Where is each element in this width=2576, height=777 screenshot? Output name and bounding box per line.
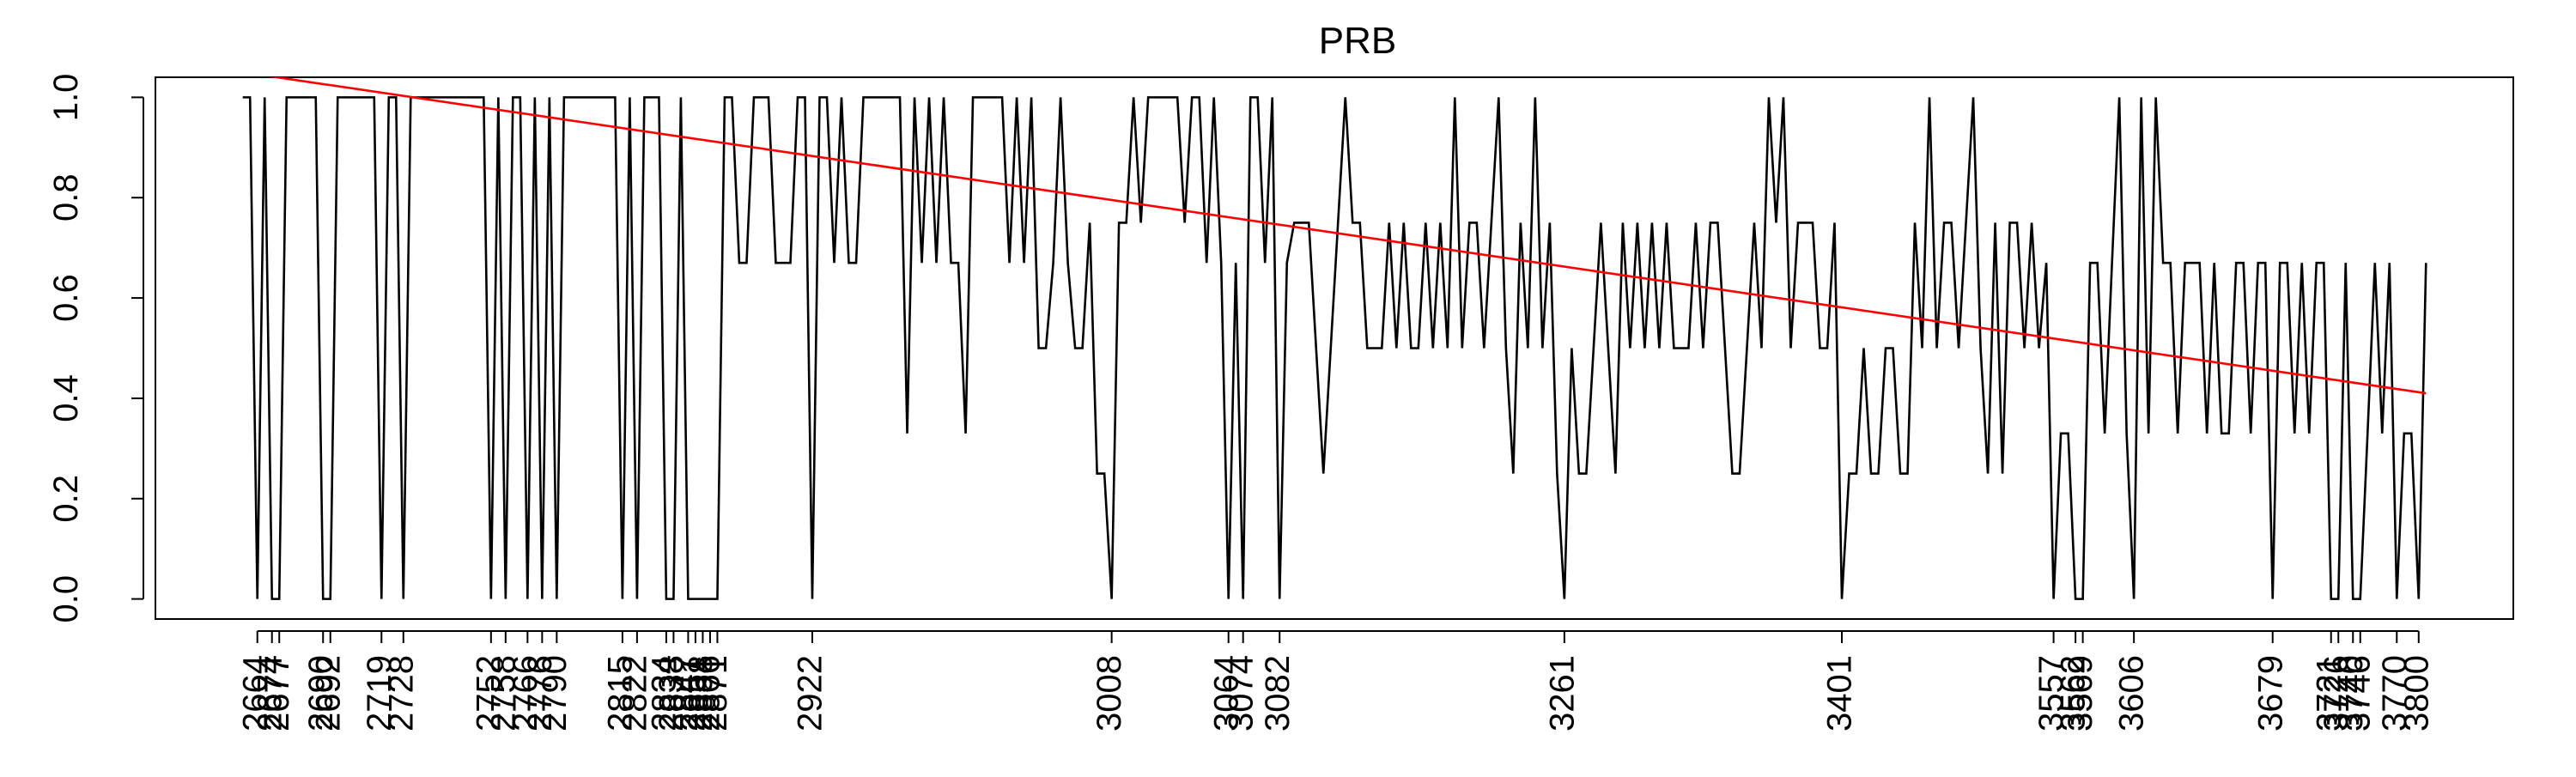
x-tick-label: 2851 xyxy=(674,655,712,731)
data-line xyxy=(269,77,2427,395)
y-tick-label: 1.0 xyxy=(47,74,85,122)
chart-title: PRB xyxy=(1319,20,1396,62)
x-tick-label: 2677 xyxy=(258,655,296,731)
x-tick-label: 3008 xyxy=(1091,655,1128,731)
x-tick-label: 3740 xyxy=(2332,655,2370,731)
x-tick-label: 3726 xyxy=(2318,655,2355,731)
x-tick-label: 3557 xyxy=(2032,655,2070,731)
y-tick-label: 0.8 xyxy=(47,173,85,222)
x-tick-label: 2834 xyxy=(645,655,683,731)
x-tick-label: 2815 xyxy=(601,655,639,731)
x-tick-label: 3606 xyxy=(2113,655,2151,731)
x-tick-label: 3770 xyxy=(2376,655,2414,731)
x-tick-label: 2847 xyxy=(667,655,705,731)
x-tick-label: 3261 xyxy=(1543,655,1581,731)
x-tick-label: 2838 xyxy=(653,655,690,731)
x-tick-label: 2674 xyxy=(251,655,289,731)
x-tick-label: 2752 xyxy=(470,655,507,731)
data-line xyxy=(242,96,2427,600)
x-tick-label: 3074 xyxy=(1222,655,1260,731)
x-tick-label: 3746 xyxy=(2339,655,2377,731)
x-tick-label: 3800 xyxy=(2397,655,2435,731)
x-tick-label: 2866 xyxy=(690,655,727,731)
x-tick-label: 2766 xyxy=(507,655,544,731)
x-tick-label: 2922 xyxy=(792,655,829,731)
x-tick-label: 2822 xyxy=(616,655,653,731)
x-tick-label: 2664 xyxy=(236,655,274,731)
x-tick-label: 2758 xyxy=(484,655,522,731)
x-tick-label: 2858 xyxy=(682,655,720,731)
x-tick-label: 2871 xyxy=(696,655,734,731)
x-tick-label: 2719 xyxy=(361,655,398,731)
y-tick-label: 0.0 xyxy=(47,575,85,623)
x-tick-label: 2728 xyxy=(382,655,420,731)
y-tick-label: 0.6 xyxy=(47,274,85,322)
plot-box xyxy=(155,76,2514,620)
x-tick-label: 3679 xyxy=(2251,655,2289,731)
x-tick-label: 3721 xyxy=(2310,655,2348,731)
x-tick-label: 2790 xyxy=(536,655,574,731)
x-tick-label: 3562 xyxy=(2055,655,2093,731)
y-tick-label: 0.2 xyxy=(47,475,85,523)
x-tick-label: 2692 xyxy=(309,655,347,731)
x-tick-label: 3064 xyxy=(1207,655,1245,731)
x-tick-label: 3569 xyxy=(2062,655,2099,731)
x-tick-label: 3401 xyxy=(1821,655,1859,731)
x-tick-label: 3082 xyxy=(1259,655,1297,731)
x-tick-label: 2690 xyxy=(302,655,340,731)
x-tick-label: 2776 xyxy=(521,655,559,731)
y-tick-label: 0.4 xyxy=(47,374,85,422)
